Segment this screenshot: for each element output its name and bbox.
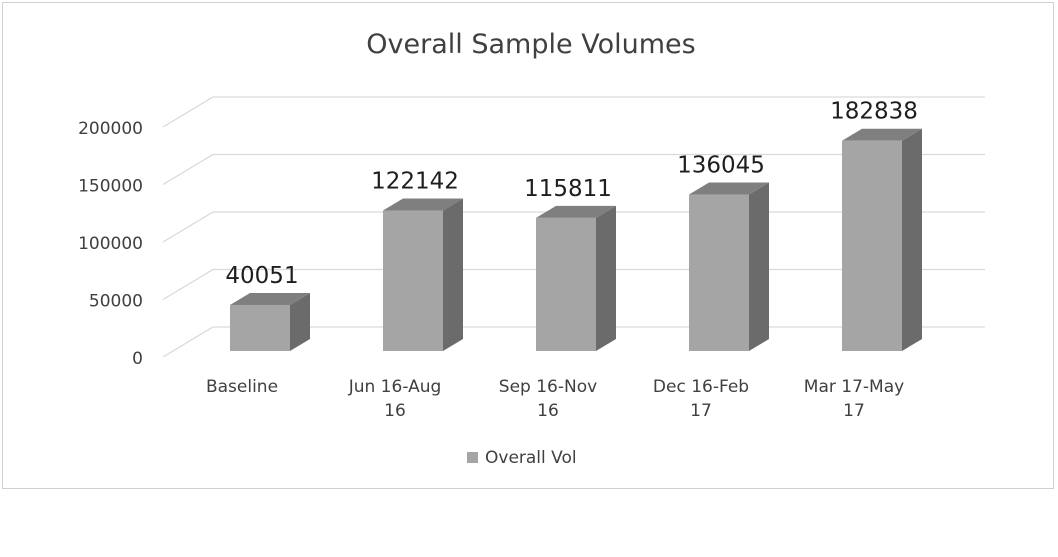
bar bbox=[383, 198, 463, 351]
legend: Overall Vol bbox=[467, 448, 577, 468]
data-labels: 40051 122142 115811 136045 182838 bbox=[225, 99, 917, 289]
category-label: Mar 17-May 17 bbox=[804, 377, 904, 421]
data-label: 136045 bbox=[677, 153, 765, 179]
data-label: 40051 bbox=[225, 263, 298, 289]
bar-side bbox=[290, 292, 310, 351]
data-label: 115811 bbox=[524, 176, 612, 202]
bar-front bbox=[383, 210, 443, 351]
category-label: Baseline bbox=[206, 377, 278, 397]
bar-top bbox=[842, 128, 922, 141]
bar-side bbox=[443, 198, 463, 351]
category-label: Dec 16-Feb 17 bbox=[653, 377, 749, 421]
bar-front bbox=[689, 194, 749, 351]
data-label: 122142 bbox=[371, 169, 459, 195]
legend-label: Overall Vol bbox=[485, 448, 577, 468]
category-label: Jun 16-Aug 16 bbox=[348, 377, 442, 421]
bar-top bbox=[689, 182, 769, 195]
y-tick-label: 0 bbox=[132, 349, 143, 369]
bar bbox=[842, 128, 922, 351]
gridline bbox=[162, 96, 985, 128]
y-axis-ticks: 0 50000 100000 150000 200000 bbox=[78, 119, 143, 369]
bar bbox=[230, 292, 310, 351]
bar bbox=[536, 205, 616, 351]
category-labels: Baseline Jun 16-Aug 16 Sep 16-Nov 16 Dec 16-F… bbox=[206, 377, 904, 421]
y-tick-label: 200000 bbox=[78, 119, 143, 139]
chart-frame: Overall Sample Volumes 0 50000 100000 15000… bbox=[2, 2, 1054, 489]
bars bbox=[230, 128, 922, 351]
data-label: 182838 bbox=[830, 99, 918, 125]
bar-side bbox=[749, 182, 769, 351]
chart-title: Overall Sample Volumes bbox=[366, 29, 695, 60]
bar-side bbox=[902, 128, 922, 351]
legend-swatch bbox=[467, 452, 478, 463]
bar-top bbox=[383, 198, 463, 211]
y-tick-label: 150000 bbox=[78, 177, 143, 197]
bar-front bbox=[230, 304, 290, 351]
bar-front bbox=[842, 140, 902, 351]
bar-top bbox=[536, 205, 616, 218]
bar bbox=[689, 182, 769, 351]
y-tick-label: 100000 bbox=[78, 234, 143, 254]
bar-front bbox=[536, 217, 596, 351]
y-tick-label: 50000 bbox=[89, 292, 143, 312]
gridline bbox=[162, 153, 985, 186]
bar-chart: Overall Sample Volumes 0 50000 100000 15000… bbox=[78, 29, 985, 468]
category-label: Sep 16-Nov 16 bbox=[499, 377, 597, 421]
bar-top bbox=[230, 292, 310, 305]
bar-side bbox=[596, 205, 616, 351]
